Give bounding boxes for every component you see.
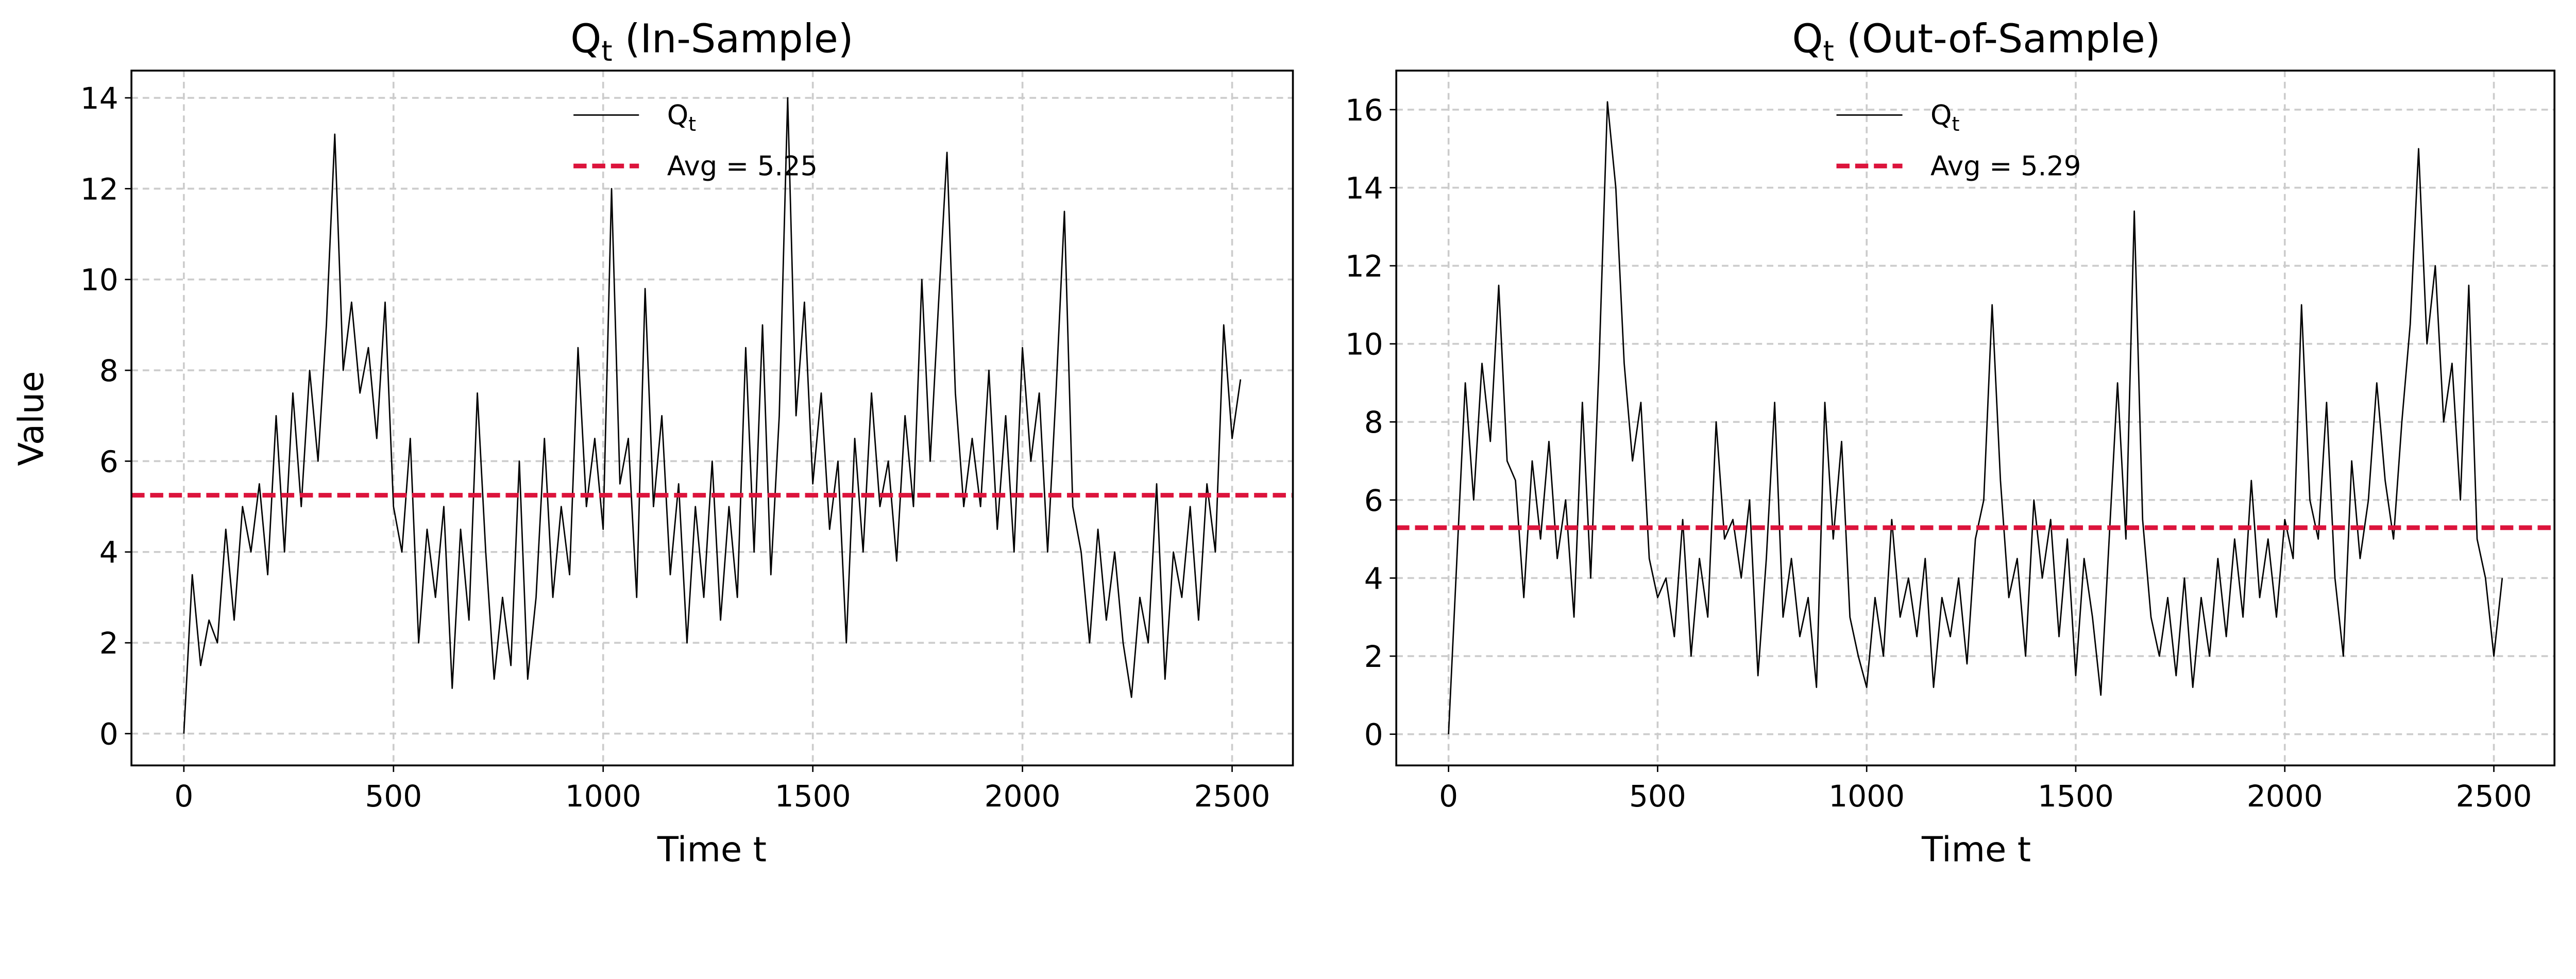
- y-tick-label: 8: [99, 353, 118, 388]
- x-axis-label: Time t: [657, 829, 767, 869]
- y-tick-label: 0: [1364, 717, 1383, 752]
- series-line-qt: [183, 97, 1242, 734]
- x-axis-label: Time t: [1921, 829, 2031, 869]
- legend: Qt Avg = 5.25: [573, 100, 818, 182]
- y-tick-label: 4: [1364, 561, 1383, 596]
- legend-series-label: Qt: [1930, 100, 1959, 136]
- y-tick-label: 2: [99, 626, 118, 661]
- x-tick-label: 500: [365, 779, 422, 814]
- x-tick-label: 1000: [565, 779, 641, 814]
- y-tick-label: 12: [1345, 249, 1383, 284]
- y-tick-label: 12: [80, 171, 118, 207]
- chart-title: Qt (Out-of-Sample): [1792, 16, 2161, 67]
- y-tick-label: 6: [99, 444, 118, 479]
- y-tick-label: 6: [1364, 483, 1383, 518]
- y-tick-label: 0: [99, 716, 118, 751]
- legend: Qt Avg = 5.29: [1836, 100, 2081, 182]
- x-tick-label: 500: [1629, 779, 1686, 814]
- x-tick-label: 0: [1439, 779, 1458, 814]
- y-tick-label: 2: [1364, 639, 1383, 674]
- out-of-sample-chart: Qt (Out-of-Sample) Time t Qt Avg = 5.29 …: [1345, 16, 2556, 869]
- legend-avg-label: Avg = 5.25: [667, 150, 818, 182]
- axes-frame: [1395, 70, 2556, 767]
- x-tick-label: 2000: [985, 779, 1061, 814]
- figure: Qt (In-Sample) Value Time t Qt Avg = 5.2…: [11, 15, 2556, 870]
- y-tick-label: 8: [1364, 405, 1383, 440]
- y-tick-label: 14: [1345, 170, 1383, 205]
- in-sample-chart: Qt (In-Sample) Value Time t Qt Avg = 5.2…: [11, 16, 1294, 869]
- legend-series-label: Qt: [667, 100, 696, 136]
- x-tick-label: 1500: [775, 779, 851, 814]
- legend-avg-label: Avg = 5.29: [1930, 150, 2081, 182]
- y-tick-label: 16: [1345, 93, 1383, 128]
- x-tick-label: 0: [174, 779, 193, 814]
- y-tick-label: 10: [80, 263, 118, 298]
- x-tick-label: 1000: [1828, 779, 1905, 814]
- x-tick-label: 2500: [1194, 779, 1270, 814]
- chart-title: Qt (In-Sample): [570, 16, 853, 67]
- y-tick-label: 14: [80, 81, 118, 116]
- y-axis-label: Value: [11, 371, 52, 466]
- x-tick-label: 1500: [2038, 779, 2114, 814]
- y-tick-label: 10: [1345, 327, 1383, 362]
- x-tick-label: 2500: [2456, 779, 2532, 814]
- x-tick-label: 2000: [2247, 779, 2323, 814]
- y-tick-label: 4: [99, 535, 118, 570]
- axes-frame: [130, 70, 1294, 767]
- series-line-qt: [1448, 101, 2503, 734]
